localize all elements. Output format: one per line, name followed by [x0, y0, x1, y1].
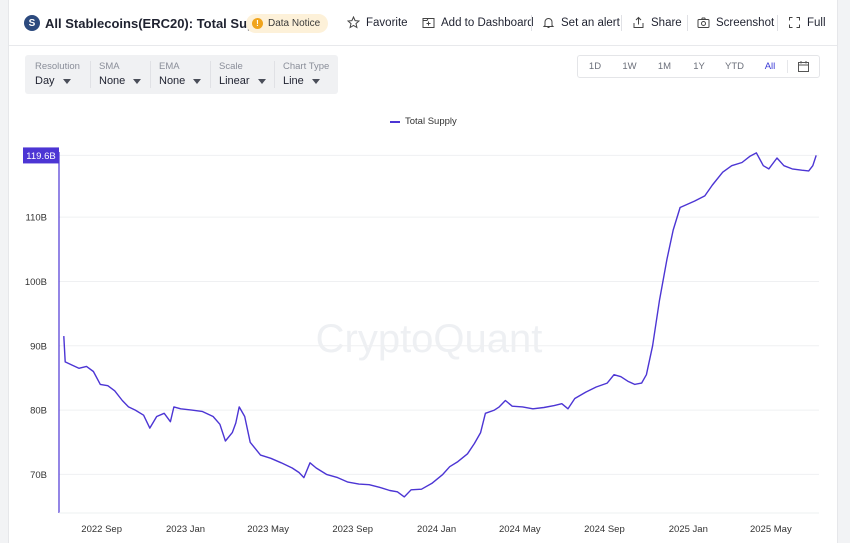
fullscreen-button[interactable]: Full	[788, 16, 826, 29]
legend-swatch	[390, 120, 400, 123]
calendar-icon[interactable]	[788, 56, 818, 77]
chart-card: S All Stablecoins(ERC20): Total Supply !…	[8, 0, 838, 543]
ema-label: EMA	[159, 61, 180, 72]
header-divider	[777, 15, 778, 31]
chart-type-label: Chart Type	[283, 61, 330, 72]
x-tick-label: 2024 Jan	[417, 524, 456, 535]
x-tick-label: 2023 May	[247, 524, 289, 535]
fullscreen-icon	[788, 16, 801, 29]
ema-select[interactable]: EMA None	[159, 61, 202, 87]
range-all-button[interactable]: All	[764, 61, 776, 72]
chevron-down-icon	[133, 78, 142, 84]
favorite-label: Favorite	[366, 16, 408, 29]
screenshot-label: Screenshot	[716, 16, 775, 29]
y-tick-label: 90B	[30, 341, 47, 352]
set-alert-label: Set an alert	[561, 16, 620, 29]
resolution-select[interactable]: Resolution Day	[35, 61, 80, 87]
stablecoin-icon: S	[24, 15, 40, 31]
chart-header: S All Stablecoins(ERC20): Total Supply !…	[9, 0, 837, 46]
star-icon	[346, 15, 361, 29]
add-to-dashboard-label: Add to Dashboard	[441, 16, 534, 29]
chart-type-value: Line	[283, 75, 304, 87]
control-divider	[274, 61, 275, 88]
bell-icon	[542, 16, 555, 29]
x-tick-label: 2023 Jan	[166, 524, 205, 535]
control-divider	[90, 61, 91, 88]
range-divider	[787, 60, 788, 73]
data-notice-badge[interactable]: ! Data Notice	[246, 14, 329, 33]
dashboard-add-icon	[422, 16, 435, 29]
line-chart[interactable]: CryptoQuant 70B 80B 90B 100B 110B 2022 Sep 2023…	[9, 0, 839, 543]
chart-type-select[interactable]: Chart Type Line	[283, 61, 329, 87]
share-label: Share	[651, 16, 682, 29]
range-1m-button[interactable]: 1M	[657, 61, 672, 72]
share-icon	[632, 16, 645, 29]
x-tick-label: 2024 May	[499, 524, 541, 535]
watermark: CryptoQuant	[316, 317, 543, 361]
x-tick-label: 2022 Sep	[81, 524, 122, 535]
header-divider	[687, 15, 688, 31]
ema-value: None	[159, 75, 186, 87]
data-notice-label: Data Notice	[268, 18, 321, 29]
set-alert-button[interactable]: Set an alert	[542, 16, 620, 29]
chart-controls: Resolution Day SMA None EMA None Scale L…	[25, 55, 338, 94]
favorite-button[interactable]: Favorite	[346, 15, 408, 29]
series-line-total-supply[interactable]	[63, 152, 817, 498]
scale-value: Linear	[219, 75, 250, 87]
header-divider	[621, 15, 622, 31]
resolution-value: Day	[35, 75, 55, 87]
range-1d-button[interactable]: 1D	[588, 61, 602, 72]
sma-value: None	[99, 75, 126, 87]
page-title: All Stablecoins(ERC20): Total Supply	[45, 16, 274, 31]
x-tick-label: 2023 Sep	[332, 524, 373, 535]
screenshot-button[interactable]: Screenshot	[697, 16, 774, 29]
control-divider	[150, 61, 151, 88]
sma-select[interactable]: SMA None	[99, 61, 142, 87]
y-tick-label: 110B	[26, 213, 47, 224]
x-tick-label: 2024 Sep	[584, 524, 625, 535]
y-tick-label: 100B	[25, 277, 47, 288]
current-value-badge	[23, 147, 59, 164]
header-divider	[531, 15, 532, 31]
camera-icon	[697, 16, 710, 29]
current-value-label: 119.6B	[26, 151, 55, 162]
chevron-down-icon	[257, 78, 266, 84]
legend-label: Total Supply	[405, 116, 457, 127]
warning-icon: !	[252, 18, 263, 29]
x-tick-label: 2025 Jan	[669, 524, 708, 535]
resolution-label: Resolution	[35, 61, 80, 72]
share-button[interactable]: Share	[632, 16, 682, 29]
sma-label: SMA	[99, 61, 120, 72]
chevron-down-icon	[193, 78, 202, 84]
add-to-dashboard-button[interactable]: Add to Dashboard	[422, 16, 534, 29]
scale-label: Scale	[219, 61, 243, 72]
range-ytd-button[interactable]: YTD	[725, 61, 744, 72]
control-divider	[210, 61, 211, 88]
chart-legend[interactable]: Total Supply	[390, 116, 457, 127]
y-tick-label: 80B	[30, 406, 47, 417]
scale-select[interactable]: Scale Linear	[219, 61, 266, 87]
range-1w-button[interactable]: 1W	[622, 61, 637, 72]
time-range-selector: 1D 1W 1M 1Y YTD All	[577, 55, 820, 78]
range-1y-button[interactable]: 1Y	[693, 61, 705, 72]
fullscreen-label: Full	[807, 16, 826, 29]
chevron-down-icon	[311, 78, 320, 84]
x-tick-label: 2025 May	[750, 524, 792, 535]
y-tick-label: 70B	[30, 470, 47, 481]
chevron-down-icon	[62, 78, 71, 84]
